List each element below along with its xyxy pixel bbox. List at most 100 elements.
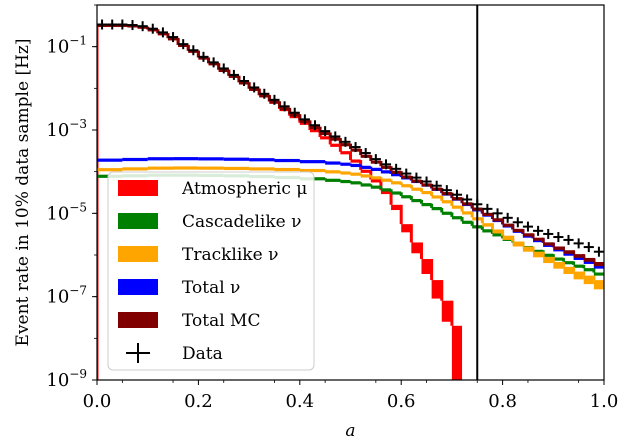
bar-cascadelike [441, 211, 452, 215]
legend-entry: Cascadelike ν [118, 212, 301, 232]
bar-cascadelike [533, 249, 544, 253]
series-group [97, 5, 604, 380]
bar-cascadelike [401, 195, 412, 199]
bar-cascadelike [350, 181, 361, 185]
data-point [482, 203, 493, 214]
data-point [320, 126, 331, 137]
bar-total-mc [563, 250, 574, 254]
bar-tracklike [401, 184, 412, 188]
data-point [157, 27, 168, 38]
bar-atmospheric [330, 143, 341, 147]
bar-tracklike [299, 168, 326, 173]
bar-cascadelike [411, 198, 422, 203]
data-point [218, 63, 229, 74]
legend-box [107, 171, 315, 371]
legend-label: Total ν [182, 278, 240, 298]
bar-total-mc [583, 257, 594, 262]
plot-area [97, 5, 604, 380]
bar-total [391, 173, 402, 177]
bar-tracklike [325, 170, 341, 174]
bar-tracklike [380, 178, 392, 182]
legend-entry: Total ν [118, 278, 240, 298]
bar-tracklike [451, 205, 463, 209]
bar-total [147, 157, 174, 161]
legend-swatch [118, 213, 158, 229]
data-point [421, 176, 432, 187]
x-tick-label: 0.4 [285, 391, 314, 412]
bar-total [360, 165, 371, 169]
x-tick-label: 1.0 [590, 391, 619, 412]
y-tick-label: 10−5 [46, 200, 87, 224]
data-point [593, 246, 604, 257]
bar-total [249, 158, 275, 162]
data-point [563, 234, 574, 245]
bar-total [350, 163, 361, 168]
legend: Atmospheric μ Cascadelike ν Tracklike ν Tot… [107, 171, 315, 371]
axes: 0.0 0.2 0.4 0.6 0.8 1.010−910−710−510−310−1 [46, 4, 619, 412]
legend-label: Cascadelike ν [182, 212, 301, 232]
x-tick-label: 0.2 [184, 391, 213, 412]
data-point [573, 238, 584, 249]
bar-tracklike [274, 167, 300, 172]
data-point [492, 208, 503, 219]
data-point [360, 148, 371, 159]
bar-cascadelike [482, 229, 493, 233]
data-point [502, 212, 513, 223]
y-tick-base: 10 [46, 370, 69, 391]
bar-atmospheric [350, 159, 361, 163]
data-point [289, 107, 300, 118]
data-point [583, 242, 594, 253]
bar-atmospheric [441, 300, 452, 322]
data-point [299, 114, 310, 125]
bar-total [173, 157, 199, 161]
bar-total [223, 157, 250, 161]
y-tick-exponent: −1 [69, 34, 87, 48]
y-tick-exponent: −3 [69, 117, 87, 131]
bar-atmospheric [451, 325, 463, 380]
bar-cascadelike [431, 206, 442, 211]
bar-cascadelike [451, 216, 463, 220]
bar-tracklike [350, 172, 361, 176]
bar-tracklike [147, 166, 174, 170]
bar-atmospheric [391, 204, 402, 211]
y-tick-label: 10−3 [46, 117, 87, 141]
bar-tracklike [198, 166, 224, 170]
bar-tracklike [512, 241, 523, 247]
legend-entry: Atmospheric μ [118, 179, 307, 199]
bar-total-mc [553, 246, 564, 250]
data-point [208, 57, 219, 68]
legend-entry: Total MC [118, 311, 260, 331]
bar-atmospheric [411, 242, 422, 254]
bar-total-mc [543, 242, 554, 246]
data-point [512, 217, 523, 228]
bar-atmospheric [401, 224, 412, 233]
bar-tracklike [533, 251, 544, 258]
bar-tracklike [173, 166, 199, 170]
y-tick-label: 10−1 [46, 34, 87, 58]
x-tick-label: 0.8 [488, 391, 517, 412]
data-point [441, 185, 452, 196]
bar-total [370, 167, 381, 171]
bar-cascadelike [492, 233, 503, 237]
bar-atmospheric [309, 129, 321, 133]
bar-tracklike [411, 187, 422, 191]
data-point [451, 189, 463, 200]
x-tick-label: 0.6 [387, 391, 416, 412]
legend-label: Data [182, 344, 223, 364]
data-point [401, 168, 412, 179]
bar-cascadelike [380, 188, 392, 192]
x-axis-label: a [345, 421, 355, 441]
bar-cascadelike [325, 178, 341, 182]
bar-cascadelike [462, 220, 473, 224]
data-point [137, 21, 148, 32]
y-tick-base: 10 [46, 287, 69, 308]
bar-tracklike [441, 200, 452, 204]
data-point [228, 69, 239, 80]
data-point [117, 19, 128, 30]
data-point [350, 142, 361, 153]
bar-tracklike [249, 167, 275, 171]
legend-swatch [118, 246, 158, 262]
y-tick-exponent: −9 [69, 367, 87, 381]
data-point [472, 199, 483, 210]
y-tick-label: 10−9 [46, 367, 87, 391]
